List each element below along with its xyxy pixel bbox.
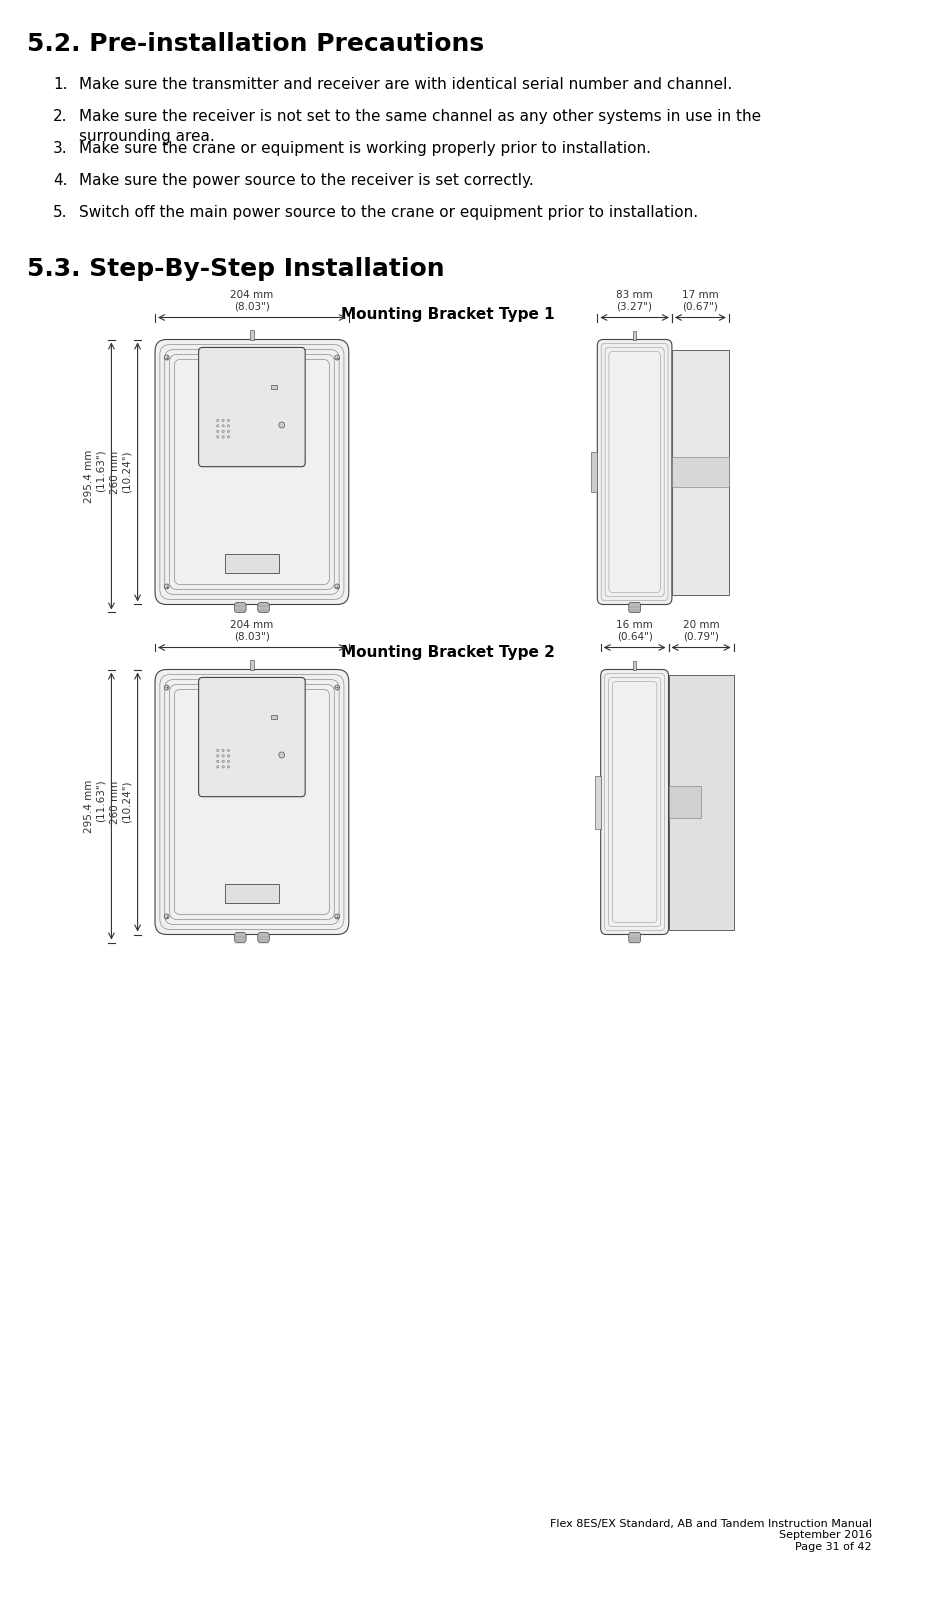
Text: 260 mm
(10.24"): 260 mm (10.24")	[110, 781, 131, 824]
Text: Mounting Bracket Type 1: Mounting Bracket Type 1	[340, 307, 554, 323]
FancyBboxPatch shape	[155, 340, 349, 605]
Text: 5.2. Pre-installation Precautions: 5.2. Pre-installation Precautions	[27, 32, 485, 56]
Circle shape	[165, 685, 169, 690]
Circle shape	[228, 425, 229, 426]
Bar	[271, 715, 277, 719]
Text: 260 mm
(10.24"): 260 mm (10.24")	[110, 450, 131, 493]
FancyBboxPatch shape	[258, 602, 269, 613]
Text: 204 mm
(8.03"): 204 mm (8.03")	[230, 291, 274, 311]
Circle shape	[216, 425, 219, 426]
Text: 3.: 3.	[54, 141, 68, 157]
Text: Flex 8ES/EX Standard, AB and Tandem Instruction Manual
September 2016
Page 31 of: Flex 8ES/EX Standard, AB and Tandem Inst…	[550, 1519, 872, 1552]
Circle shape	[278, 752, 285, 759]
Circle shape	[222, 755, 224, 757]
Circle shape	[216, 755, 219, 757]
Text: 1.: 1.	[54, 77, 68, 93]
FancyBboxPatch shape	[155, 669, 349, 934]
FancyBboxPatch shape	[629, 933, 640, 942]
FancyBboxPatch shape	[234, 602, 246, 613]
Circle shape	[228, 418, 229, 422]
Bar	[225, 885, 279, 902]
Circle shape	[278, 422, 285, 428]
Bar	[633, 661, 636, 669]
Circle shape	[335, 355, 339, 359]
FancyBboxPatch shape	[258, 933, 269, 942]
Text: 5.: 5.	[54, 204, 68, 220]
Circle shape	[335, 913, 339, 918]
Text: 204 mm
(8.03"): 204 mm (8.03")	[230, 620, 274, 642]
Circle shape	[222, 749, 224, 752]
Circle shape	[228, 765, 229, 768]
Circle shape	[165, 913, 169, 918]
Bar	[250, 660, 253, 669]
FancyBboxPatch shape	[199, 348, 305, 466]
Text: 5.3. Step-By-Step Installation: 5.3. Step-By-Step Installation	[27, 257, 445, 281]
Bar	[271, 385, 277, 390]
Circle shape	[335, 585, 339, 589]
Circle shape	[216, 418, 219, 422]
Circle shape	[165, 355, 169, 359]
Circle shape	[222, 760, 224, 763]
Bar	[225, 554, 279, 573]
Circle shape	[165, 585, 169, 589]
Circle shape	[228, 760, 229, 763]
Text: Switch off the main power source to the crane or equipment prior to installation: Switch off the main power source to the …	[80, 204, 698, 220]
Text: 16 mm
(0.64"): 16 mm (0.64")	[616, 620, 653, 642]
Text: Make sure the power source to the receiver is set correctly.: Make sure the power source to the receiv…	[80, 172, 535, 188]
Text: Make sure the crane or equipment is working properly prior to installation.: Make sure the crane or equipment is work…	[80, 141, 651, 157]
Text: Make sure the receiver is not set to the same channel as any other systems in us: Make sure the receiver is not set to the…	[80, 109, 761, 125]
Text: 2.: 2.	[54, 109, 68, 125]
FancyBboxPatch shape	[600, 669, 669, 934]
Text: 295.4 mm
(11.63"): 295.4 mm (11.63")	[84, 449, 105, 503]
Text: 17 mm
(0.67"): 17 mm (0.67")	[682, 291, 719, 311]
Circle shape	[216, 430, 219, 433]
FancyBboxPatch shape	[234, 933, 246, 942]
Circle shape	[228, 430, 229, 433]
Bar	[669, 786, 701, 818]
Text: Make sure the transmitter and receiver are with identical serial number and chan: Make sure the transmitter and receiver a…	[80, 77, 733, 93]
Text: 20 mm
(0.79"): 20 mm (0.79")	[683, 620, 720, 642]
Circle shape	[216, 749, 219, 752]
Bar	[595, 776, 600, 829]
Circle shape	[216, 765, 219, 768]
Circle shape	[228, 755, 229, 757]
Text: 4.: 4.	[54, 172, 68, 188]
Text: Mounting Bracket Type 2: Mounting Bracket Type 2	[340, 645, 555, 660]
Circle shape	[216, 436, 219, 438]
Circle shape	[216, 760, 219, 763]
Circle shape	[222, 425, 224, 426]
Text: 295.4 mm
(11.63"): 295.4 mm (11.63")	[84, 779, 105, 832]
Bar	[669, 674, 734, 929]
Circle shape	[222, 436, 224, 438]
FancyBboxPatch shape	[598, 340, 672, 605]
Bar	[672, 350, 729, 594]
Circle shape	[222, 430, 224, 433]
FancyBboxPatch shape	[199, 677, 305, 797]
Text: surrounding area.: surrounding area.	[80, 129, 216, 144]
Circle shape	[222, 765, 224, 768]
Circle shape	[228, 749, 229, 752]
FancyBboxPatch shape	[629, 602, 640, 613]
Circle shape	[335, 685, 339, 690]
Bar	[591, 452, 598, 492]
Circle shape	[222, 418, 224, 422]
Bar	[672, 457, 729, 487]
Bar	[633, 331, 636, 340]
Circle shape	[228, 436, 229, 438]
Text: 83 mm
(3.27"): 83 mm (3.27")	[616, 291, 653, 311]
Bar	[250, 329, 253, 340]
